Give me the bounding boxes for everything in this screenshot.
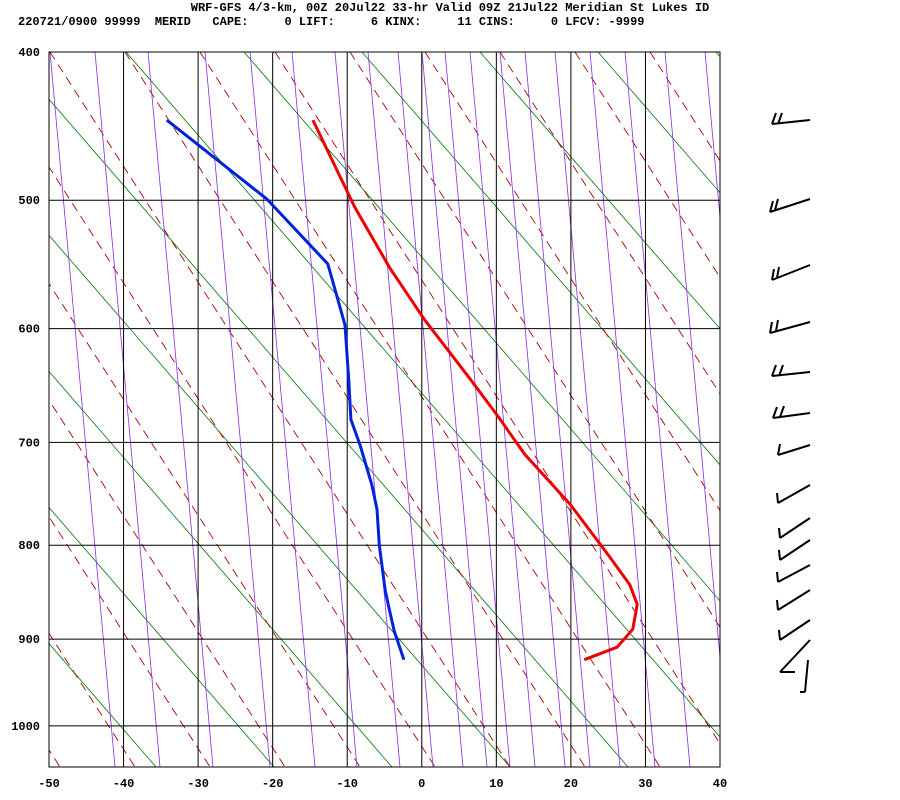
guide-line — [554, 52, 621, 767]
guide-line — [249, 52, 316, 767]
guide-line — [204, 52, 271, 767]
guide-line — [424, 52, 720, 512]
guide-line — [125, 52, 720, 738]
y-tick-label: 900 — [18, 633, 40, 647]
guide-line — [49, 234, 511, 767]
guide-line — [499, 52, 566, 767]
x-tick-label: 40 — [713, 777, 727, 791]
guide-line — [49, 52, 116, 767]
guide-line — [469, 52, 536, 767]
guide-line — [361, 52, 720, 466]
guide-line — [649, 52, 720, 162]
guide-line — [397, 52, 464, 767]
guide-line — [49, 166, 436, 767]
guide-line — [499, 52, 720, 395]
guide-line — [0, 52, 38, 767]
guide-line — [715, 52, 720, 58]
guide-line — [574, 52, 720, 279]
y-tick-label: 500 — [18, 194, 40, 208]
y-tick-label: 1000 — [11, 720, 40, 734]
guide-line — [349, 52, 720, 628]
chart-title: WRF-GFS 4/3-km, 00Z 20Jul22 33-hr Valid … — [191, 1, 709, 15]
guide-line — [367, 52, 434, 767]
wind-barbs — [769, 112, 811, 693]
guide-line — [274, 52, 720, 745]
guide-line — [421, 52, 488, 767]
x-tick-label: 10 — [489, 777, 503, 791]
y-tick-label: 400 — [18, 46, 40, 60]
traces — [165, 118, 639, 662]
sounding-trace — [165, 118, 406, 661]
guide-line — [124, 52, 586, 767]
y-tick-label: 800 — [18, 539, 40, 553]
x-tick-label: -30 — [187, 777, 209, 791]
guide-line — [597, 52, 720, 194]
guide-line — [49, 282, 361, 767]
x-tick-label: -50 — [38, 777, 60, 791]
guide-line — [199, 52, 661, 767]
guide-line — [49, 506, 275, 767]
guide-line — [334, 52, 401, 767]
x-tick-label: 30 — [638, 777, 652, 791]
guide-line — [444, 52, 511, 767]
sounding-trace — [311, 119, 639, 662]
x-tick-label: -40 — [113, 777, 135, 791]
guide-line — [291, 52, 358, 767]
guide-line — [147, 52, 214, 767]
guide-line — [49, 642, 157, 767]
guide-line — [624, 52, 691, 767]
guide-line — [479, 52, 720, 330]
x-tick-label: -20 — [262, 777, 284, 791]
guide-line — [49, 52, 511, 767]
guide-line — [49, 98, 629, 767]
grid — [48, 51, 721, 767]
guide-line — [704, 52, 720, 222]
chart-subtitle: 220721/0900 99999 MERID CAPE: 0 LIFT: 6 … — [18, 15, 645, 29]
y-tick-label: 700 — [18, 436, 40, 450]
guide-line — [49, 515, 211, 767]
guide-line — [725, 52, 900, 767]
guide-line — [243, 52, 720, 602]
guide-line — [49, 632, 136, 767]
guide-line — [49, 399, 286, 767]
y-tick-label: 600 — [18, 323, 40, 337]
x-tick-label: 20 — [564, 777, 578, 791]
x-tick-label: -10 — [336, 777, 358, 791]
guide-line — [664, 52, 720, 662]
guide-line — [589, 52, 656, 767]
x-tick-label: 0 — [418, 777, 425, 791]
guide-line — [94, 52, 161, 767]
guide-line — [524, 52, 591, 767]
guide-line — [49, 749, 61, 767]
guide-line — [49, 370, 393, 767]
plot-frame — [48, 51, 721, 768]
reference-lines — [0, 52, 900, 767]
